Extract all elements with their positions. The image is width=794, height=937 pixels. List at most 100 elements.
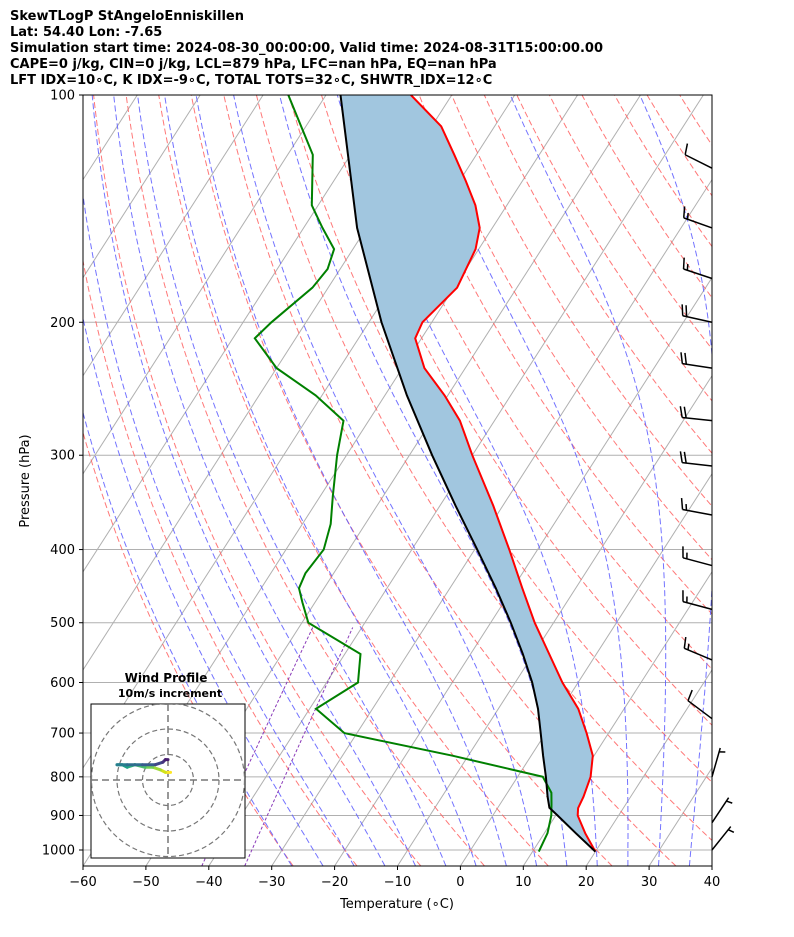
isotherm: [83, 95, 264, 377]
barb-flag-full: [683, 636, 687, 649]
dry-adiabat: [223, 95, 677, 866]
moist-adiabat: [164, 95, 477, 866]
wind-barb: [682, 257, 713, 280]
barb-staff: [682, 416, 713, 422]
inset-subtitle: 10m/s increment: [118, 687, 222, 700]
x-tick-label: 40: [704, 875, 721, 890]
parcel-profile: [339, 95, 597, 853]
moist-adiabat: [83, 410, 293, 866]
dry-adiabat: [777, 95, 794, 866]
dry-adiabat: [321, 95, 712, 726]
wind-barb: [683, 636, 713, 661]
y-tick-label: 800: [50, 770, 75, 785]
dry-adiabat: [646, 95, 712, 197]
dry-adiabat: [745, 95, 794, 866]
isotherm: [0, 95, 74, 866]
x-tick-label: 10: [515, 875, 532, 890]
moist-adiabat: [509, 95, 667, 866]
wind-barb: [681, 304, 713, 324]
barb-staff: [711, 797, 730, 824]
dry-adiabat: [711, 95, 712, 96]
barb-staff: [687, 700, 713, 720]
wind-barb: [682, 206, 713, 229]
barb-staff: [682, 600, 713, 611]
barb-staff: [682, 461, 713, 467]
barb-staff: [683, 268, 713, 280]
isotherm: [334, 276, 712, 866]
x-tick-label: 30: [641, 875, 658, 890]
title-line-location: Lat: 54.40 Lon: -7.65: [10, 25, 163, 40]
barb-staff: [684, 647, 713, 661]
wind-barb: [679, 406, 713, 422]
x-tick-label: 0: [456, 875, 464, 890]
barb-flag-full: [682, 257, 685, 270]
barb-flag-full: [679, 451, 683, 463]
wind-barb: [682, 590, 713, 611]
moist-adiabat: [336, 95, 598, 866]
dry-adiabat: [581, 95, 712, 299]
x-tick-label: −30: [258, 875, 285, 890]
wind-barb: [711, 826, 735, 851]
y-tick-label: 300: [50, 449, 75, 464]
dry-adiabat: [83, 258, 358, 866]
x-axis-label: Temperature (∘C): [339, 897, 454, 912]
barb-flag-full: [681, 304, 684, 316]
y-tick-label: 600: [50, 676, 75, 691]
moist-adiabat: [639, 95, 712, 866]
dry-adiabat: [190, 95, 613, 866]
x-tick-label: 20: [578, 875, 595, 890]
y-tick-label: 700: [50, 727, 75, 742]
y-tick-label: 1000: [42, 844, 75, 859]
barb-staff: [682, 557, 713, 567]
isotherm: [585, 668, 712, 866]
barb-staff: [684, 154, 713, 169]
barb-flag-full: [680, 352, 684, 364]
moist-adiabat: [720, 95, 784, 866]
y-tick-label: 400: [50, 543, 75, 558]
isotherm: [648, 767, 712, 866]
moist-adiabat: [83, 191, 355, 866]
barb-flag-full: [684, 352, 688, 365]
isotherm: [0, 95, 11, 866]
dry-adiabat: [255, 95, 712, 842]
wind-profile-inset: Wind Profile 10m/s increment: [90, 671, 246, 859]
isotherm: [271, 178, 712, 866]
moist-adiabat: [233, 95, 538, 866]
x-tick-label: −60: [69, 875, 96, 890]
barb-staff: [682, 508, 713, 516]
moist-adiabat: [113, 95, 416, 866]
y-tick-label: 500: [50, 616, 75, 631]
barb-flag-full: [684, 143, 689, 155]
wind-barb: [680, 498, 713, 516]
x-tick-label: −10: [384, 875, 411, 890]
isotherm: [83, 95, 327, 475]
cin-shading: [340, 95, 596, 852]
wind-barb: [679, 451, 713, 467]
wind-barb: [680, 352, 713, 369]
temperature-profile: [410, 95, 597, 853]
barb-flag-half: [726, 800, 733, 804]
dry-adiabat: [614, 95, 712, 248]
mixing-ratio-line: [201, 627, 314, 866]
barb-staff: [711, 747, 721, 778]
wind-barb: [684, 143, 713, 169]
moist-adiabat: [83, 315, 324, 866]
dry-adiabat: [125, 95, 485, 866]
barb-flag-full: [685, 305, 688, 317]
wind-barb: [711, 747, 726, 778]
wind-barbs: [679, 143, 735, 851]
isotherm: [83, 95, 201, 279]
title-line-indices-cape: CAPE=0 j/kg, CIN=0 j/kg, LCL=879 hPa, LF…: [10, 57, 497, 72]
barb-flag-half: [727, 829, 735, 833]
barb-staff: [711, 826, 732, 851]
barb-flag-full: [679, 406, 683, 418]
title-line-indices-lift: LFT IDX=10∘C, K IDX=-9∘C, TOTAL TOTS=32∘…: [10, 73, 493, 88]
wind-barb: [687, 689, 713, 720]
x-tick-label: −20: [321, 875, 348, 890]
dry-adiabat: [93, 95, 422, 866]
mixing-ratio-line: [244, 627, 354, 866]
barb-staff: [682, 362, 713, 369]
dry-adiabat: [679, 95, 712, 146]
wind-barb: [711, 797, 733, 824]
